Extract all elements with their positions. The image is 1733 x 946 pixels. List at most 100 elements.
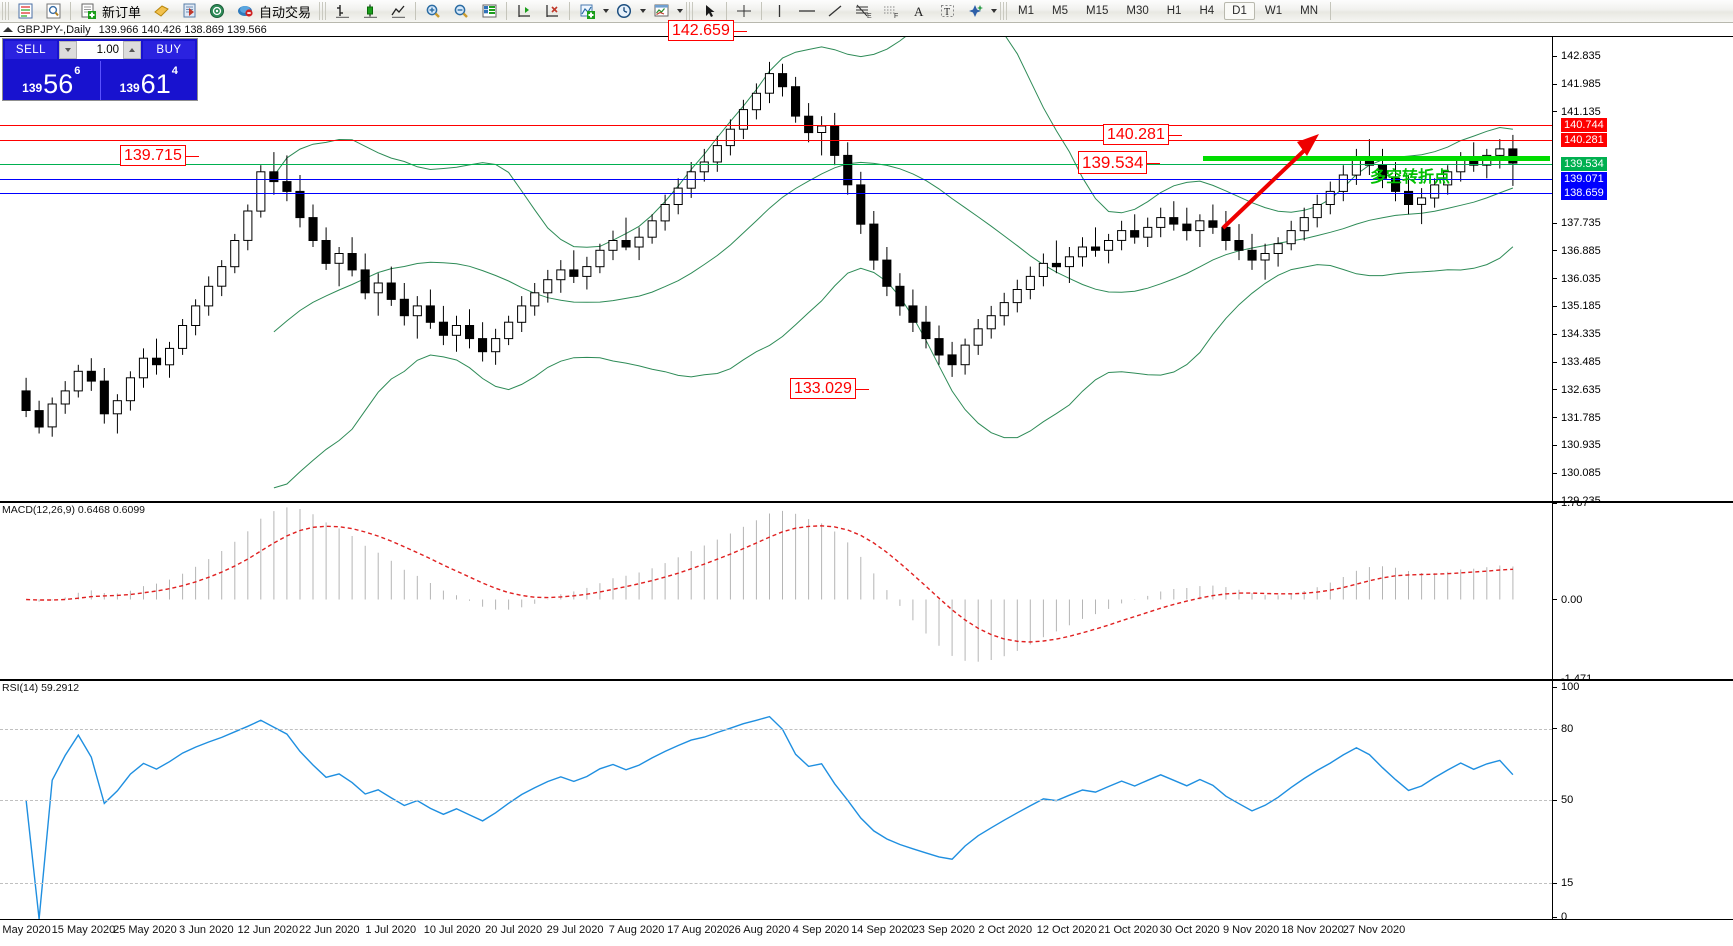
fibonacci-icon[interactable]: E [850,0,876,22]
buy-price[interactable]: 139 61 4 [101,61,198,100]
period-clock-icon[interactable] [611,0,637,22]
toolbar-grip-4[interactable] [1000,2,1008,20]
price-chart-pane[interactable]: 142.835 141.985 141.135 137.735 136.885 136.0… [0,36,1733,502]
timeframe-m5[interactable]: M5 [1052,5,1068,17]
shapes-icon[interactable] [962,0,988,22]
auto-scroll-icon[interactable] [539,0,565,22]
toolbar-grip-3[interactable] [686,2,694,20]
signals-icon[interactable] [204,0,230,22]
date-tick: 15 May 2020 [51,924,116,936]
shift-end-icon[interactable] [511,0,537,22]
level-line-140.281[interactable] [0,139,1552,141]
svg-text:T: T [944,7,950,18]
volume-value[interactable]: 1.00 [96,44,119,56]
date-tick: 20 Jul 2020 [485,924,543,936]
toolbar-separator-6 [761,2,763,20]
bar-chart-icon[interactable] [329,0,355,22]
zoom-out-icon[interactable] [448,0,474,22]
macd-axis[interactable]: 1.787 0.00 -1.471 [1552,503,1733,679]
level-line-140.744[interactable] [0,124,1552,126]
crosshair-icon[interactable] [731,0,757,22]
data-window-grid-icon[interactable] [476,0,502,22]
text-label-icon[interactable]: A [906,0,932,22]
text-box-icon[interactable]: T [934,0,960,22]
uptrend-arrow[interactable] [1215,128,1330,238]
channel-icon[interactable]: F [878,0,904,22]
level-line-139.534[interactable] [0,164,1552,166]
toolbar-separator-7 [1330,2,1331,20]
timeframe-w1[interactable]: W1 [1264,5,1283,17]
autotrading-icon[interactable] [232,0,258,22]
timeframe-d1[interactable]: D1 [1224,2,1255,20]
trendline-icon[interactable] [822,0,848,22]
candlestick-chart-icon[interactable] [357,0,383,22]
callout-leader-line [1146,162,1161,164]
timeframe-h1[interactable]: H1 [1166,5,1182,17]
volume-decrease-icon[interactable] [59,41,77,59]
turning-point-note: 多空转折点 [1370,169,1451,186]
price-callout[interactable]: 139.715 [120,145,199,166]
support-zone-line[interactable] [1203,156,1550,161]
buy-button[interactable]: BUY [143,41,195,59]
price-callout[interactable]: 140.281 [1103,124,1182,145]
price-callout[interactable]: 139.534 [1078,151,1161,174]
date-tick: 4 Sep 2020 [792,924,850,936]
macd-tick: -1.471 [1553,673,1592,679]
callout-leader-line [732,30,747,32]
timeframe-m15[interactable]: M15 [1086,5,1109,17]
date-tick: 1 Jul 2020 [365,924,417,936]
price-callout[interactable]: 133.029 [790,378,869,399]
navigator-icon[interactable] [176,0,202,22]
level-chip-138.659: 138.659 [1561,185,1607,200]
one-click-trading-panel[interactable]: SELL 1.00 BUY 139 56 6 139 61 4 [2,38,198,101]
timeframe-h4[interactable]: H4 [1199,5,1215,17]
autotrading-label[interactable]: 自动交易 [259,4,312,20]
period-dropdown-caret[interactable] [638,1,647,21]
symbol-info-bar: GBPJPY-,Daily 139.966 140.426 138.869 13… [0,23,1733,36]
toolbar-grip[interactable] [2,2,9,20]
date-tick: 5 May 2020 [0,924,51,936]
horizontal-line-icon[interactable] [794,0,820,22]
templates-icon[interactable] [648,0,674,22]
level-line-139.071[interactable] [0,179,1552,181]
symbol-collapse-icon[interactable] [3,27,13,32]
shapes-dropdown-caret[interactable] [989,1,998,21]
macd-tick: 0.00 [1553,594,1582,606]
indicators-dropdown-caret[interactable] [601,1,610,21]
macd-plot-area[interactable] [0,503,1552,679]
date-tick: 10 Jul 2020 [423,924,481,936]
templates-dropdown-caret[interactable] [675,1,684,21]
zoom-in-icon[interactable] [420,0,446,22]
volume-stepper[interactable]: 1.00 [59,41,141,59]
expert-advisors-icon[interactable] [148,0,174,22]
rsi-plot-area[interactable] [0,681,1552,919]
vertical-line-icon[interactable] [766,0,792,22]
new-order-label[interactable]: 新订单 [102,4,142,20]
new-order-icon[interactable] [75,0,101,22]
cursor-icon[interactable] [696,0,722,22]
market-watch-icon[interactable] [12,0,38,22]
timeframe-m1[interactable]: M1 [1018,5,1035,17]
date-tick: 12 Jun 2020 [237,924,299,936]
rsi-svg [25,715,1514,919]
price-axis[interactable]: 142.835 141.985 141.135 137.735 136.885 136.0… [1552,37,1733,501]
timeframe-m30[interactable]: M30 [1126,5,1149,17]
rsi-axis[interactable]: 100 80 50 15 0 [1552,681,1733,919]
data-window-icon[interactable] [40,0,66,22]
timeframe-mn[interactable]: MN [1300,5,1318,17]
price-tick: 136.035 [1553,273,1601,285]
candlestick-svg [21,37,1518,489]
price-callout[interactable]: 142.659 [668,20,747,41]
sell-price[interactable]: 139 56 6 [3,61,101,100]
level-line-138.659[interactable] [0,192,1552,194]
indicators-add-icon[interactable] [574,0,600,22]
macd-pane[interactable]: MACD(12,26,9) 0.6468 0.6099 1.787 0.00 -1.… [0,502,1733,680]
price-plot-area[interactable] [0,37,1552,501]
toolbar-grip-2[interactable] [319,2,327,20]
line-chart-icon[interactable] [385,0,411,22]
sell-button[interactable]: SELL [5,41,57,59]
volume-increase-icon[interactable] [123,41,141,59]
rsi-pane[interactable]: RSI(14) 59.2912 100 80 50 15 0 [0,680,1733,920]
toolbar-separator-3 [506,2,508,20]
